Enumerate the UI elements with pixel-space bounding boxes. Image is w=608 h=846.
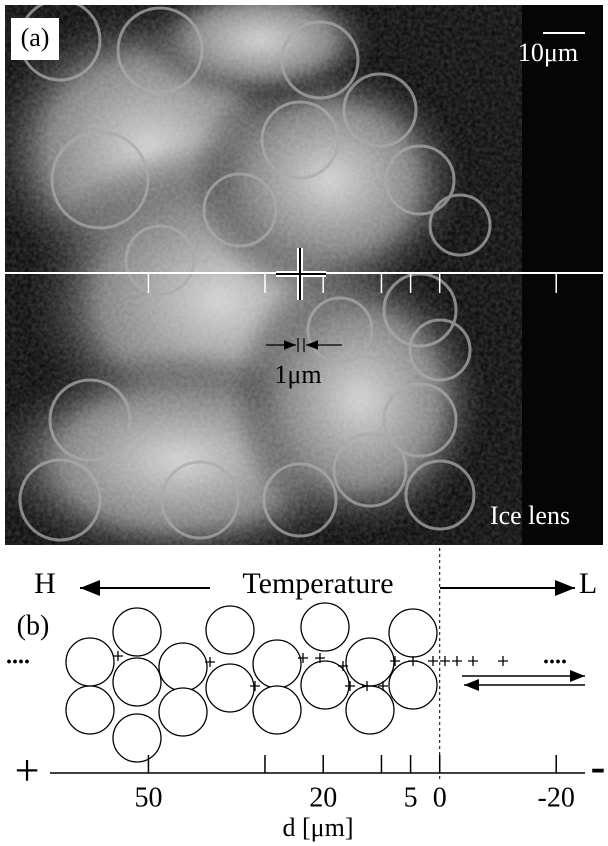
hot-label: H (34, 567, 56, 600)
x-tick-label: 5 (404, 782, 418, 813)
particles (66, 603, 437, 762)
sign-label: - (591, 742, 606, 791)
sign-label: + (15, 746, 40, 795)
x-tick-label: 0 (433, 782, 447, 813)
x-tick-label: 50 (134, 782, 162, 813)
figure: (a) 10μm 1μm Ice lens H Temperature L (b… (0, 0, 608, 846)
panel-label: (a) (21, 23, 50, 52)
cross-size-label: 1μm (274, 360, 321, 389)
cold-label: L (579, 567, 597, 600)
region-label: Ice lens (490, 501, 570, 530)
ellipsis: .... (6, 644, 30, 670)
page: (a) 10μm 1μm Ice lens H Temperature L (b… (0, 0, 608, 846)
ellipsis: .... (543, 644, 567, 670)
x-tick-label: 20 (309, 782, 337, 813)
axis-title: Temperature (242, 567, 393, 600)
x-axis-title: d [μm] (283, 813, 354, 842)
scale-label: 10μm (518, 38, 578, 67)
x-tick-label: -20 (538, 782, 575, 813)
panel-label: (b) (17, 610, 50, 641)
